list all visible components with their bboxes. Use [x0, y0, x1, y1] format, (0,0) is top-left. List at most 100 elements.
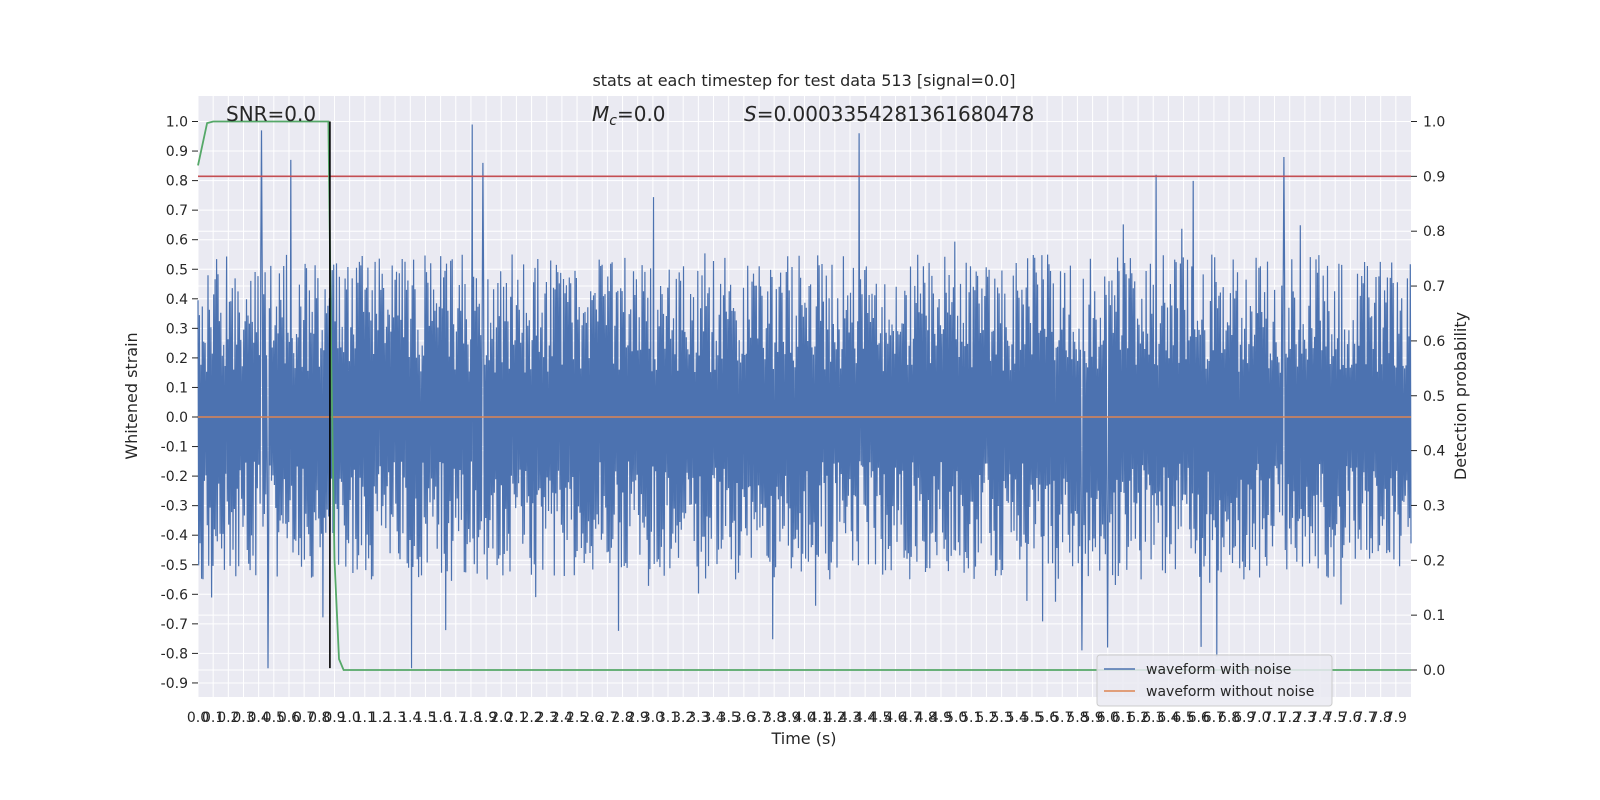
y-tick-label: 0.1 [166, 380, 188, 396]
x-tick-label: 6.5 [1172, 710, 1194, 726]
x-tick-label: 4.6 [884, 710, 906, 726]
x-tick-label: 3.9 [778, 710, 800, 726]
x-tick-label: 2.2 [520, 710, 542, 726]
x-tick-label: 6.6 [1188, 710, 1210, 726]
x-tick-label: 2.9 [627, 710, 649, 726]
y2-tick-label: 1.0 [1423, 115, 1445, 131]
y-tick-label: 0.0 [166, 410, 188, 426]
x-tick-label: 2.1 [505, 710, 527, 726]
x-tick-label: 7.5 [1324, 710, 1346, 726]
x-tick-label: 2.4 [551, 710, 573, 726]
x-tick-label: 4.1 [809, 710, 831, 726]
y2-tick-label: 0.7 [1423, 279, 1445, 295]
x-tick-label: 4.5 [869, 710, 891, 726]
x-tick-label: 3.2 [672, 710, 694, 726]
x-tick-label: 0.4 [248, 710, 270, 726]
score-value: =0.0003354281361680478 [757, 102, 1035, 126]
x-tick-label: 3.7 [748, 710, 770, 726]
y-tick-label: 0.7 [166, 203, 188, 219]
series-waveform-with-noise [197, 124, 1412, 669]
y-tick-label: 0.4 [166, 292, 188, 308]
x-tick-label: 0.3 [232, 710, 254, 726]
x-tick-label: 3.3 [687, 710, 709, 726]
y-tick-label: 0.3 [166, 321, 188, 337]
y-tick-label: -0.2 [161, 469, 188, 485]
x-tick-label: 5.0 [945, 710, 967, 726]
x-tick-label: 4.2 [824, 710, 846, 726]
x-tick-label: 7.9 [1385, 710, 1407, 726]
x-tick-label: 5.3 [990, 710, 1012, 726]
y-tick-label: -0.5 [161, 558, 188, 574]
chirp-mass-subscript: c [609, 113, 617, 129]
chart-title: stats at each timestep for test data 513… [592, 71, 1015, 90]
y-tick-label: -0.3 [161, 499, 188, 515]
x-tick-label: 4.3 [839, 710, 861, 726]
x-tick-label: 3.8 [763, 710, 785, 726]
x-tick-label: 5.5 [1021, 710, 1043, 726]
x-tick-label: 4.7 [900, 710, 922, 726]
x-tick-label: 1.1 [354, 710, 376, 726]
x-tick-label: 2.5 [566, 710, 588, 726]
x-tick-label: 0.0 [187, 710, 209, 726]
x-tick-label: 1.4 [399, 710, 421, 726]
x-tick-label: 1.6 [429, 710, 451, 726]
chirp-mass-annotation: Mc=0.0 [592, 102, 666, 129]
x-tick-label: 3.5 [718, 710, 740, 726]
x-tick-label: 0.8 [308, 710, 330, 726]
score-symbol: S [744, 102, 757, 126]
x-tick-label: 5.1 [960, 710, 982, 726]
x-tick-label: 1.9 [475, 710, 497, 726]
x-tick-label: 4.8 [915, 710, 937, 726]
chirp-mass-symbol: M [592, 102, 609, 126]
y-tick-label: -0.8 [161, 646, 188, 662]
x-tick-label: 6.4 [1157, 710, 1179, 726]
x-tick-label: 0.1 [202, 710, 224, 726]
x-tick-label: 2.8 [611, 710, 633, 726]
x-tick-label: 5.9 [1081, 710, 1103, 726]
x-tick-label: 0.9 [323, 710, 345, 726]
x-tick-label: 1.3 [384, 710, 406, 726]
x-tick-label: 5.2 [975, 710, 997, 726]
x-tick-label: 7.3 [1294, 710, 1316, 726]
x-tick-label: 6.9 [1233, 710, 1255, 726]
snr-annotation: SNR=0.0 [226, 102, 316, 126]
detection-probability-line [197, 120, 1411, 671]
x-tick-label: 5.7 [1051, 710, 1073, 726]
x-tick-label: 2.7 [596, 710, 618, 726]
y-tick-label: -0.4 [161, 528, 188, 544]
y-tick-label: -0.1 [161, 440, 188, 456]
y-tick-label: -0.6 [161, 587, 188, 603]
x-tick-label: 4.0 [793, 710, 815, 726]
x-tick-label: 0.2 [217, 710, 239, 726]
series-detection-probability [197, 120, 1411, 671]
y-tick-label: 0.5 [166, 262, 188, 278]
chirp-mass-value: =0.0 [617, 102, 666, 126]
y-tick-label: 0.8 [166, 174, 188, 190]
y2-tick-label: 0.4 [1423, 444, 1445, 460]
x-tick-label: 6.2 [1127, 710, 1149, 726]
y2-tick-label: 0.2 [1423, 553, 1445, 569]
x-tick-label: 7.2 [1279, 710, 1301, 726]
x-tick-label: 0.7 [293, 710, 315, 726]
y2-tick-label: 0.3 [1423, 498, 1445, 514]
waveform-with-noise-line [197, 124, 1412, 669]
x-tick-label: 7.6 [1339, 710, 1361, 726]
legend-label-with-noise: waveform with noise [1146, 662, 1291, 678]
x-tick-label: 3.4 [702, 710, 724, 726]
x-tick-label: 5.4 [1006, 710, 1028, 726]
x-tick-label: 6.0 [1097, 710, 1119, 726]
legend: waveform with noise waveform without noi… [1096, 654, 1333, 707]
y2-tick-label: 0.5 [1423, 389, 1445, 405]
x-tick-label: 7.8 [1370, 710, 1392, 726]
x-tick-label: 1.7 [445, 710, 467, 726]
y-tick-label: -0.7 [161, 617, 188, 633]
x-tick-label: 1.8 [460, 710, 482, 726]
x-tick-label: 1.0 [338, 710, 360, 726]
y-axis-label: Whitened strain [122, 332, 141, 459]
x-tick-label: 2.0 [490, 710, 512, 726]
x-tick-label: 7.1 [1263, 710, 1285, 726]
x-tick-label: 3.1 [657, 710, 679, 726]
legend-label-without-noise: waveform without noise [1146, 684, 1314, 700]
y2-tick-label: 0.0 [1423, 663, 1445, 679]
